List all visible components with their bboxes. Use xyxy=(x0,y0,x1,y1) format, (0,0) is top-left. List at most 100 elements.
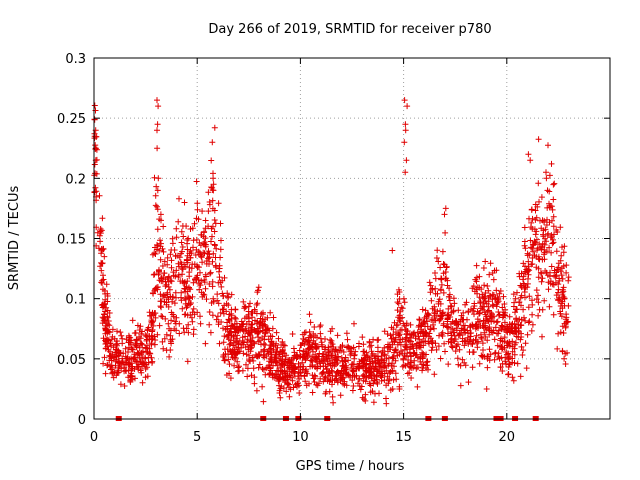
data-point xyxy=(447,339,454,346)
data-point xyxy=(207,269,214,276)
data-point xyxy=(168,278,175,285)
data-point xyxy=(510,303,517,310)
data-point xyxy=(517,373,524,380)
data-point xyxy=(176,330,183,337)
data-point xyxy=(360,364,367,371)
data-point xyxy=(556,277,563,284)
data-point xyxy=(499,360,506,367)
data-point xyxy=(202,235,209,242)
data-point xyxy=(451,338,458,345)
data-point xyxy=(232,329,239,336)
data-point xyxy=(422,307,429,314)
data-point xyxy=(455,361,462,368)
data-point xyxy=(296,347,303,354)
data-point xyxy=(459,356,466,363)
data-point xyxy=(183,257,190,264)
data-point xyxy=(374,380,381,387)
data-point xyxy=(557,224,564,231)
data-point xyxy=(396,383,403,390)
data-point xyxy=(234,332,241,339)
data-point xyxy=(483,386,490,392)
data-point xyxy=(122,345,129,352)
data-point xyxy=(253,387,260,394)
data-point xyxy=(465,330,472,337)
data-point xyxy=(296,390,303,396)
data-point xyxy=(277,394,284,401)
data-point xyxy=(520,276,526,283)
data-point xyxy=(369,351,376,357)
data-point xyxy=(311,324,318,330)
data-point xyxy=(522,340,529,347)
x-tick-label: 15 xyxy=(395,430,412,445)
data-point xyxy=(175,274,182,280)
data-point xyxy=(168,309,175,316)
data-point xyxy=(538,278,545,285)
data-point xyxy=(366,380,373,387)
data-point xyxy=(173,234,180,241)
data-point xyxy=(431,303,438,310)
data-point xyxy=(521,238,528,245)
data-point xyxy=(168,247,175,253)
data-point xyxy=(186,264,193,271)
data-point xyxy=(532,231,539,238)
data-point xyxy=(281,342,288,349)
data-point xyxy=(524,331,531,338)
data-point xyxy=(562,361,569,367)
data-point xyxy=(425,312,432,319)
data-point xyxy=(534,247,540,254)
data-point xyxy=(434,247,441,254)
data-point xyxy=(432,270,438,276)
data-point xyxy=(151,333,158,340)
data-point xyxy=(226,341,233,348)
data-point xyxy=(496,290,503,297)
data-point xyxy=(187,226,194,232)
data-point xyxy=(416,317,423,324)
data-point xyxy=(350,383,357,389)
data-point xyxy=(289,331,296,337)
data-point xyxy=(408,331,415,338)
data-point xyxy=(143,337,150,344)
data-point xyxy=(541,297,548,304)
data-point xyxy=(499,304,506,311)
y-tick-label: 0.2 xyxy=(65,172,86,187)
data-point xyxy=(448,309,455,316)
data-point xyxy=(524,250,531,257)
data-point xyxy=(243,321,250,328)
data-point xyxy=(535,312,542,319)
data-point xyxy=(125,349,131,355)
data-point xyxy=(261,336,268,343)
data-point xyxy=(205,248,212,255)
data-point xyxy=(562,350,569,357)
data-point xyxy=(492,295,499,302)
data-point xyxy=(375,348,381,355)
data-point xyxy=(403,320,410,327)
data-point xyxy=(398,304,405,311)
data-point xyxy=(164,289,171,296)
data-point xyxy=(533,228,540,235)
data-point xyxy=(473,332,480,339)
data-point xyxy=(402,127,409,134)
data-point xyxy=(167,327,174,334)
data-point xyxy=(401,97,408,104)
data-point xyxy=(255,284,262,291)
data-point xyxy=(443,264,450,271)
data-point xyxy=(440,320,447,327)
data-point xyxy=(268,356,275,363)
data-point xyxy=(444,330,451,337)
data-point xyxy=(440,261,447,267)
data-point xyxy=(239,338,246,344)
data-point xyxy=(351,374,358,380)
data-point xyxy=(152,202,159,209)
data-point xyxy=(444,282,451,289)
data-point xyxy=(295,369,302,376)
data-point xyxy=(303,382,310,389)
data-point xyxy=(196,239,203,246)
data-point xyxy=(109,326,116,333)
data-point xyxy=(418,326,425,333)
data-point xyxy=(484,283,491,289)
data-point xyxy=(535,136,542,143)
data-point xyxy=(359,363,366,370)
data-point xyxy=(565,302,572,309)
data-point xyxy=(381,328,388,335)
data-point xyxy=(100,317,107,324)
